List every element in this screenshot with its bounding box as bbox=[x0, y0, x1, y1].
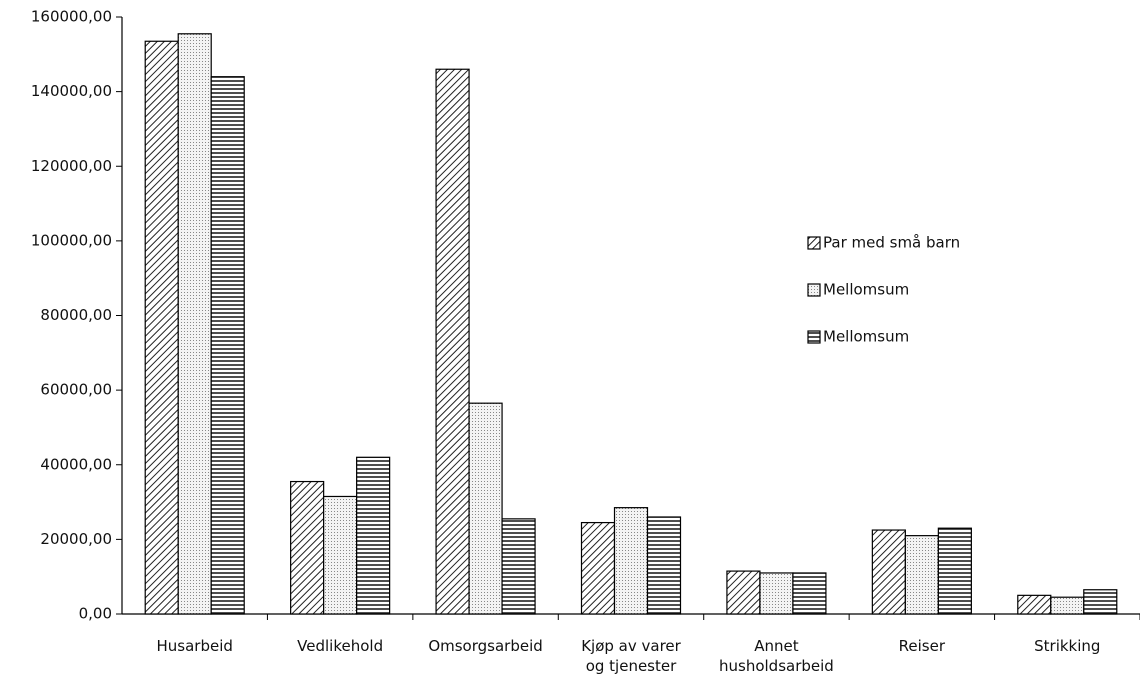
y-tick-label: 80000,00 bbox=[40, 306, 112, 324]
bar bbox=[1050, 596, 1085, 615]
bar bbox=[759, 572, 794, 615]
bar bbox=[1017, 594, 1052, 615]
x-tick-label: Kjøp av varer og tjenester bbox=[581, 637, 681, 675]
x-tick-label: Annet husholdsarbeid bbox=[719, 637, 834, 675]
bar bbox=[613, 507, 649, 615]
legend-swatch bbox=[807, 283, 821, 297]
bar bbox=[1083, 589, 1118, 615]
legend-label: Mellomsum bbox=[823, 281, 909, 299]
y-tick-label: 0,00 bbox=[79, 605, 112, 623]
bar bbox=[144, 40, 179, 615]
bar bbox=[904, 535, 939, 615]
bar bbox=[580, 521, 616, 615]
bar bbox=[177, 33, 212, 615]
bar bbox=[726, 570, 761, 615]
bar bbox=[210, 76, 245, 615]
bar bbox=[792, 572, 827, 615]
bar bbox=[290, 480, 325, 615]
legend-label: Par med små barn bbox=[823, 234, 960, 252]
bar bbox=[356, 456, 391, 615]
x-tick-label: Husarbeid bbox=[156, 637, 233, 655]
x-tick-label: Vedlikehold bbox=[297, 637, 384, 655]
bar bbox=[468, 402, 503, 615]
bar bbox=[501, 518, 536, 615]
y-tick-label: 40000,00 bbox=[40, 455, 112, 473]
bar bbox=[323, 495, 358, 615]
y-tick-label: 140000,00 bbox=[31, 82, 112, 100]
x-tick-label: Reiser bbox=[898, 637, 946, 655]
y-tick-label: 160000,00 bbox=[31, 8, 112, 26]
y-tick-label: 120000,00 bbox=[31, 157, 112, 175]
y-tick-label: 60000,00 bbox=[40, 381, 112, 399]
y-tick-label: 20000,00 bbox=[40, 530, 112, 548]
x-tick-label: Strikking bbox=[1034, 637, 1101, 655]
bar bbox=[937, 527, 972, 615]
bar bbox=[871, 529, 906, 615]
legend-swatch bbox=[807, 236, 821, 250]
legend-swatch bbox=[807, 330, 821, 344]
legend-label: Mellomsum bbox=[823, 328, 909, 346]
y-tick-label: 100000,00 bbox=[31, 231, 112, 249]
bar bbox=[435, 68, 470, 615]
bar bbox=[646, 516, 682, 615]
x-tick-label: Omsorgsarbeid bbox=[428, 637, 543, 655]
